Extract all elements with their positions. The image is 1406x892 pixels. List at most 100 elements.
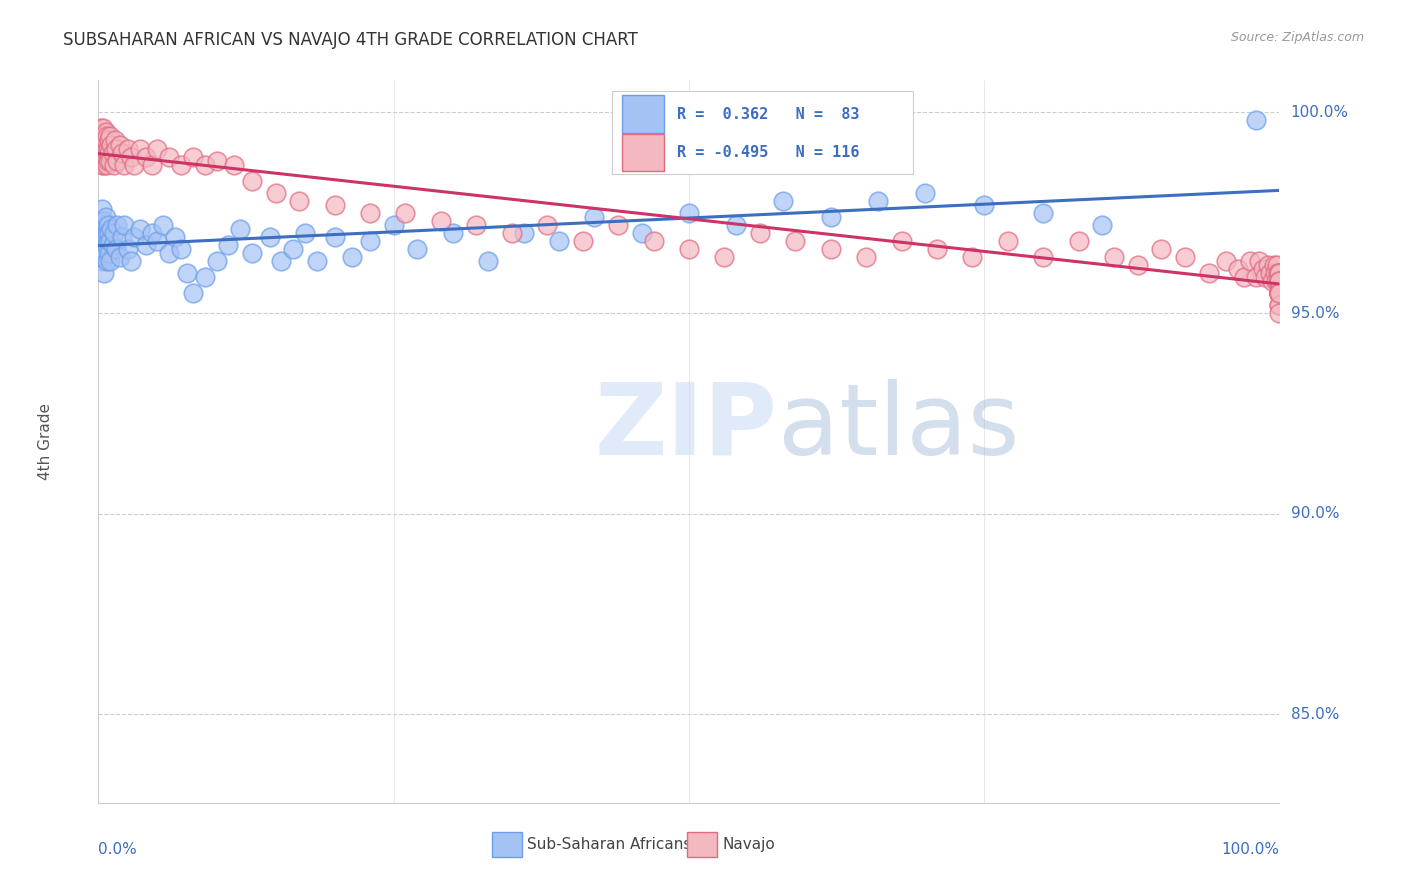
Point	[925, 242, 948, 256]
Point	[98, 234, 121, 248]
Point	[112, 218, 135, 232]
Point	[141, 226, 163, 240]
Point	[406, 242, 429, 256]
Point	[1267, 266, 1289, 280]
Point	[98, 246, 121, 260]
Point	[194, 158, 217, 172]
Point	[117, 242, 139, 256]
Point	[176, 266, 198, 280]
Point	[1239, 254, 1261, 268]
Point	[170, 242, 193, 256]
Point	[643, 234, 665, 248]
Point	[1233, 270, 1256, 285]
Point	[93, 137, 115, 152]
Point	[121, 150, 143, 164]
Point	[98, 134, 121, 148]
Point	[748, 226, 770, 240]
Point	[1257, 258, 1279, 272]
Point	[1102, 250, 1125, 264]
Point	[105, 242, 128, 256]
Point	[394, 206, 416, 220]
Point	[477, 254, 499, 268]
Point	[1268, 274, 1291, 288]
Point	[91, 142, 114, 156]
Point	[93, 214, 115, 228]
Point	[103, 226, 125, 240]
Point	[1268, 286, 1291, 301]
Point	[1251, 262, 1274, 277]
Point	[121, 254, 143, 268]
Point	[359, 234, 381, 248]
Point	[89, 126, 111, 140]
Point	[93, 226, 115, 240]
Point	[382, 218, 405, 232]
Point	[678, 206, 700, 220]
Point	[205, 153, 228, 168]
Point	[194, 270, 217, 285]
Point	[583, 210, 606, 224]
Point	[962, 250, 984, 264]
Point	[91, 202, 114, 216]
Point	[1268, 286, 1291, 301]
Point	[1067, 234, 1090, 248]
Text: SUBSAHARAN AFRICAN VS NAVAJO 4TH GRADE CORRELATION CHART: SUBSAHARAN AFRICAN VS NAVAJO 4TH GRADE C…	[63, 31, 638, 49]
Point	[90, 214, 112, 228]
Text: 85.0%: 85.0%	[1291, 707, 1339, 722]
Point	[1265, 258, 1288, 272]
Point	[105, 153, 128, 168]
Point	[1258, 266, 1281, 280]
Point	[93, 266, 115, 280]
Point	[93, 129, 115, 144]
Point	[240, 246, 263, 260]
Point	[90, 121, 112, 136]
Point	[1254, 270, 1277, 285]
Point	[359, 206, 381, 220]
FancyBboxPatch shape	[621, 95, 664, 133]
Point	[98, 153, 121, 168]
Point	[94, 134, 117, 148]
Point	[1268, 278, 1291, 293]
Point	[96, 254, 118, 268]
Text: atlas: atlas	[778, 378, 1019, 475]
Point	[96, 158, 118, 172]
Point	[108, 137, 131, 152]
Point	[1244, 113, 1267, 128]
Point	[94, 210, 117, 224]
Point	[217, 238, 239, 252]
Point	[111, 230, 134, 244]
Point	[1268, 286, 1291, 301]
Point	[785, 234, 807, 248]
Point	[270, 254, 292, 268]
Point	[997, 234, 1019, 248]
Text: 0.0%: 0.0%	[98, 842, 138, 856]
Point	[294, 226, 316, 240]
Point	[91, 218, 114, 232]
Point	[152, 218, 174, 232]
Point	[96, 145, 118, 160]
Point	[170, 158, 193, 172]
Point	[1091, 218, 1114, 232]
Point	[678, 242, 700, 256]
Point	[1268, 286, 1291, 301]
Point	[501, 226, 523, 240]
Point	[91, 218, 114, 232]
Point	[117, 142, 139, 156]
Point	[93, 246, 115, 260]
Point	[1268, 286, 1291, 301]
Point	[157, 246, 180, 260]
Point	[973, 198, 995, 212]
Point	[1268, 274, 1291, 288]
Point	[100, 222, 122, 236]
Point	[101, 145, 124, 160]
Text: 100.0%: 100.0%	[1291, 105, 1348, 120]
Point	[96, 129, 118, 144]
Point	[630, 226, 652, 240]
Point	[1150, 242, 1173, 256]
Point	[94, 126, 117, 140]
Point	[1126, 258, 1149, 272]
FancyBboxPatch shape	[612, 91, 914, 174]
Point	[91, 230, 114, 244]
Text: 100.0%: 100.0%	[1222, 842, 1279, 856]
Point	[1198, 266, 1220, 280]
Point	[1263, 258, 1285, 272]
